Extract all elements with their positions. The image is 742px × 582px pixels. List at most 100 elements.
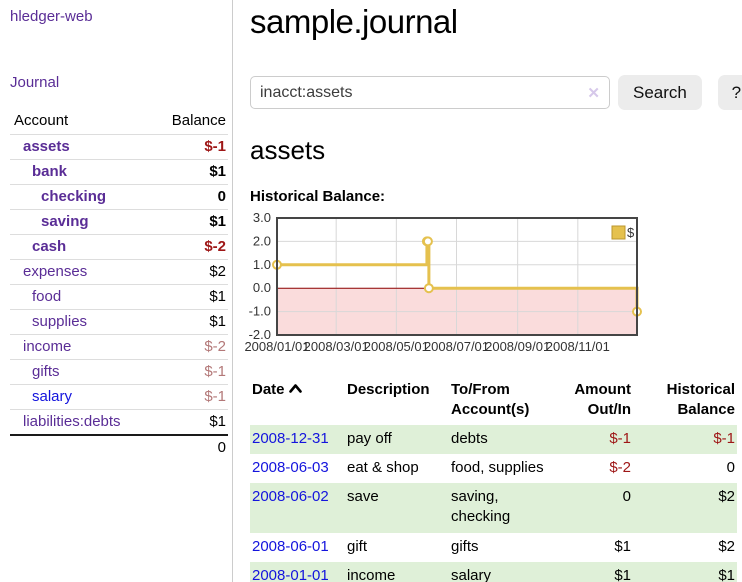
transaction-date-link[interactable]: 2008-06-01 bbox=[252, 537, 329, 555]
register-table: Date Description To/From Account(s) Amou… bbox=[250, 378, 737, 582]
account-name-cell: income bbox=[10, 334, 152, 360]
nav-journal-link[interactable]: Journal bbox=[10, 74, 60, 91]
account-link-income[interactable]: income bbox=[23, 338, 72, 355]
account-balance: $-2 bbox=[151, 234, 228, 260]
account-link-checking[interactable]: checking bbox=[41, 188, 107, 205]
clear-search-icon[interactable]: ✕ bbox=[587, 84, 600, 102]
transaction-date-link[interactable]: 2008-12-31 bbox=[252, 429, 329, 447]
account-row: salary $-1 bbox=[10, 384, 228, 410]
account-name-cell: bank bbox=[10, 159, 152, 185]
account-row: assets $-1 bbox=[10, 135, 228, 160]
register-header-balance: Historical Balance bbox=[666, 381, 735, 419]
register-description-cell: income bbox=[345, 561, 449, 582]
register-balance-cell: $-1 bbox=[633, 424, 737, 454]
sidebar: hledger-web Journal Account Balance asse… bbox=[0, 0, 233, 582]
search-button[interactable]: Search bbox=[618, 75, 702, 110]
account-balance: $2 bbox=[151, 259, 228, 285]
account-balance: $1 bbox=[151, 284, 228, 310]
account-row: saving $1 bbox=[10, 209, 228, 235]
svg-text:0.0: 0.0 bbox=[253, 280, 271, 295]
register-accounts-cell: gifts bbox=[451, 537, 479, 555]
account-row: supplies $1 bbox=[10, 309, 228, 335]
main-panel: sample.journal ✕ Search ? assets Histori… bbox=[233, 0, 742, 582]
register-header-row: Date Description To/From Account(s) Amou… bbox=[250, 378, 737, 425]
accounts-total-row: 0 bbox=[10, 434, 228, 460]
register-header-amount: Amount Out/In bbox=[574, 381, 631, 419]
account-link-expenses[interactable]: expenses bbox=[23, 263, 88, 280]
account-balance: 0 bbox=[151, 184, 228, 210]
account-link-gifts[interactable]: gifts bbox=[32, 363, 60, 380]
account-name-cell: saving bbox=[10, 209, 152, 235]
register-date-cell: 2008-06-02 bbox=[250, 483, 345, 533]
account-row: liabilities:debts $1 bbox=[10, 409, 228, 435]
account-row: food $1 bbox=[10, 284, 228, 310]
page-title: sample.journal bbox=[250, 3, 458, 40]
register-accounts-cell: salary bbox=[449, 561, 549, 582]
register-date-cell: 2008-12-31 bbox=[250, 424, 345, 454]
account-balance: $1 bbox=[151, 159, 228, 185]
account-link-assets[interactable]: assets bbox=[23, 138, 70, 155]
transaction-date-link[interactable]: 2008-01-01 bbox=[252, 566, 329, 582]
search-bar: ✕ Search ? bbox=[250, 75, 742, 110]
register-amount-cell: 0 bbox=[549, 483, 633, 533]
account-row: cash $-2 bbox=[10, 234, 228, 260]
account-balance: $-1 bbox=[151, 359, 228, 385]
svg-text:2008/01/01: 2008/01/01 bbox=[244, 339, 309, 354]
account-name-cell: assets bbox=[10, 135, 151, 160]
account-link-cash[interactable]: cash bbox=[32, 238, 67, 255]
svg-text:1.0: 1.0 bbox=[253, 257, 271, 272]
register-amount-cell: $-2 bbox=[609, 458, 631, 476]
register-description-cell: pay off bbox=[345, 424, 449, 454]
svg-text:2.0: 2.0 bbox=[253, 233, 271, 248]
account-name-cell: gifts bbox=[10, 359, 152, 385]
svg-text:2008/11/01: 2008/11/01 bbox=[546, 339, 610, 354]
register-amount-cell: $1 bbox=[549, 561, 633, 582]
account-name-cell: food bbox=[10, 284, 152, 310]
account-row: expenses $2 bbox=[10, 259, 228, 285]
account-name-cell: salary bbox=[10, 384, 152, 410]
transaction-date-link[interactable]: 2008-06-02 bbox=[252, 488, 329, 505]
register-row: 2008-12-31 pay off debts $-1 $-1 bbox=[250, 424, 737, 454]
account-link-liabilities-debts[interactable]: liabilities:debts bbox=[23, 413, 121, 430]
accounts-header-account: Account bbox=[10, 108, 152, 135]
account-name-cell: checking bbox=[10, 184, 152, 210]
search-box: ✕ bbox=[250, 76, 610, 109]
account-row: income $-2 bbox=[10, 334, 228, 360]
register-header-accounts: To/From Account(s) bbox=[451, 381, 530, 419]
account-link-food[interactable]: food bbox=[32, 288, 62, 305]
register-balance-cell: $2 bbox=[633, 483, 737, 533]
account-balance: $-2 bbox=[151, 334, 228, 360]
account-name-cell: cash bbox=[10, 234, 152, 260]
account-balance: $-1 bbox=[204, 138, 226, 155]
accounts-total-value: 0 bbox=[151, 434, 228, 460]
svg-text:3.0: 3.0 bbox=[253, 210, 271, 225]
account-row: bank $1 bbox=[10, 159, 228, 185]
svg-text:2008/05/01: 2008/05/01 bbox=[364, 339, 429, 354]
svg-text:2008/09/01: 2008/09/01 bbox=[485, 339, 550, 354]
account-link-bank[interactable]: bank bbox=[32, 163, 68, 180]
account-link-salary[interactable]: salary bbox=[32, 388, 73, 405]
register-row: 2008-06-03 eat & shop food, supplies $-2 0 bbox=[250, 454, 737, 483]
register-header-date[interactable]: Date bbox=[250, 378, 345, 425]
app-title-link[interactable]: hledger-web bbox=[10, 8, 93, 25]
register-amount-cell: $-1 bbox=[549, 424, 633, 454]
transaction-date-link[interactable]: 2008-06-03 bbox=[252, 458, 329, 476]
register-description-cell: save bbox=[345, 483, 449, 533]
account-link-saving[interactable]: saving bbox=[41, 213, 89, 230]
accounts-header-balance: Balance bbox=[151, 108, 228, 135]
chart-title: Historical Balance: bbox=[250, 188, 386, 205]
accounts-total-spacer bbox=[10, 434, 152, 460]
register-amount-cell: $1 bbox=[614, 537, 631, 555]
account-link-supplies[interactable]: supplies bbox=[32, 313, 88, 330]
search-input[interactable] bbox=[260, 83, 582, 102]
svg-text:2008/07/01: 2008/07/01 bbox=[424, 339, 489, 354]
register-header-description: Description bbox=[347, 381, 430, 398]
register-accounts-cell: saving, checking bbox=[449, 483, 549, 533]
help-button[interactable]: ? bbox=[717, 75, 742, 110]
svg-text:2008/03/01: 2008/03/01 bbox=[304, 339, 369, 354]
register-row: 2008-01-01 income salary $1 $1 bbox=[250, 561, 737, 582]
register-balance-cell: $2 bbox=[718, 537, 735, 555]
accounts-header-row: Account Balance bbox=[10, 108, 228, 135]
account-balance: $1 bbox=[151, 209, 228, 235]
